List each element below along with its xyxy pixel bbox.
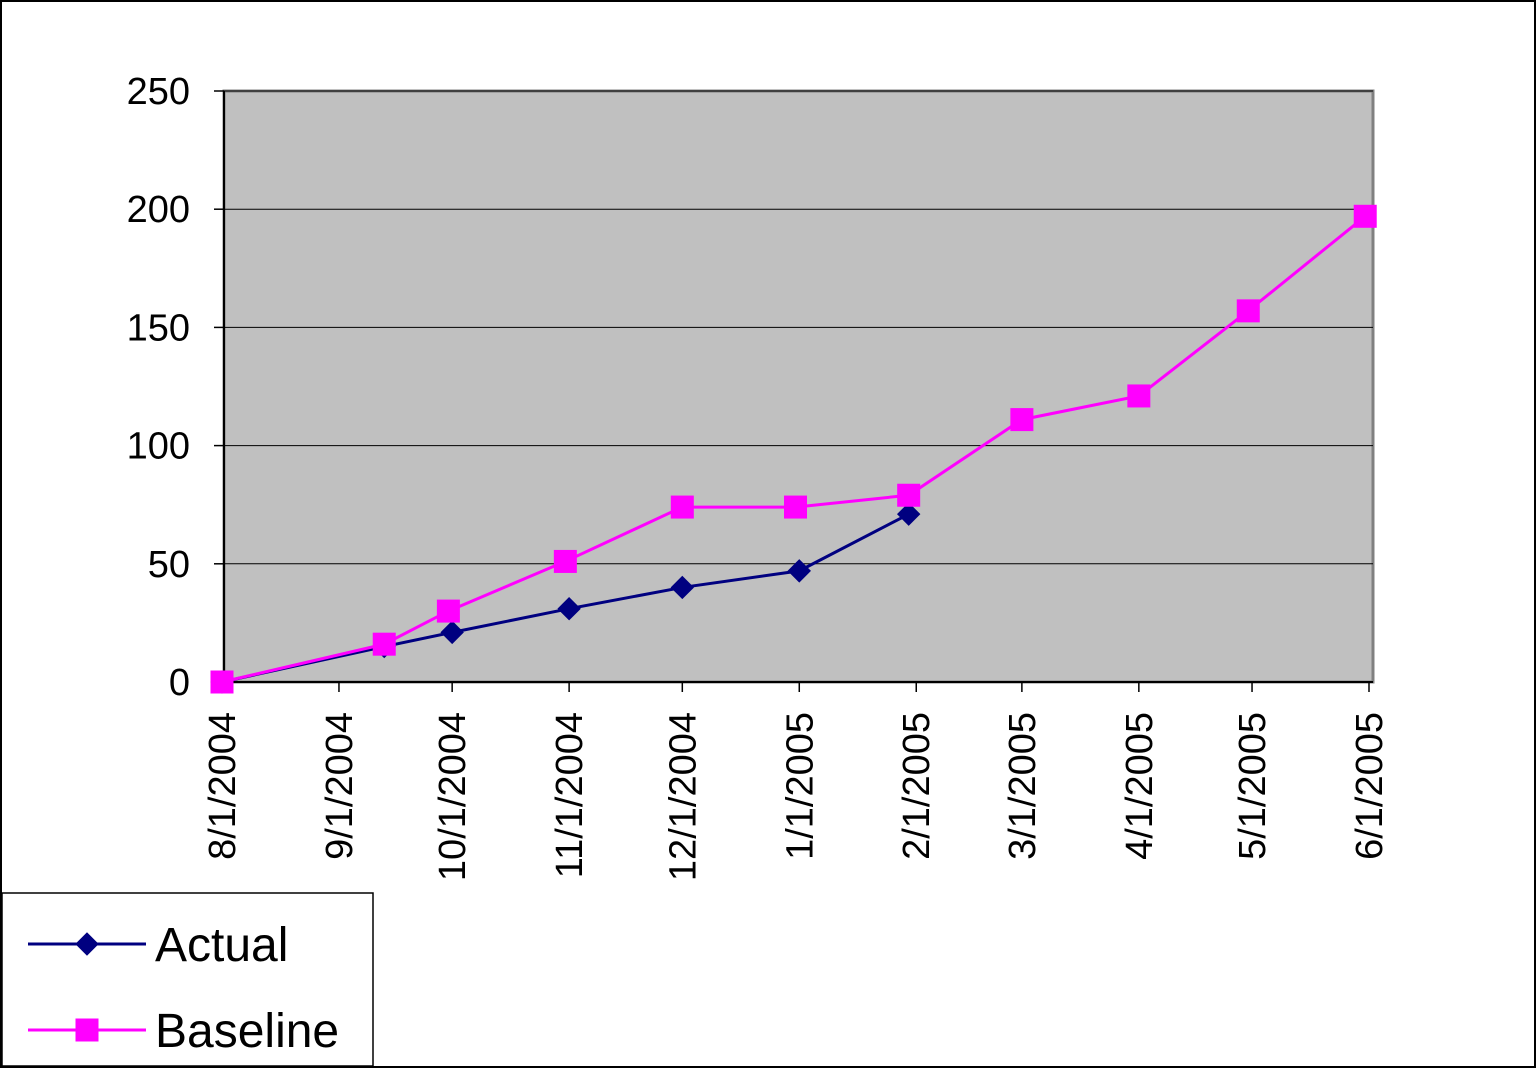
plot-background <box>222 89 1375 684</box>
legend-box <box>1 892 374 1067</box>
legend-label-actual: Actual <box>155 919 288 972</box>
y-tick-label: 100 <box>127 426 190 468</box>
x-tick-label: 6/1/2005 <box>1349 712 1391 860</box>
data-point-baseline <box>553 549 577 573</box>
data-point-baseline <box>372 632 396 656</box>
data-point-actual <box>787 559 811 583</box>
x-tick-label: 8/1/2004 <box>202 712 244 860</box>
x-tick-label: 3/1/2005 <box>1002 712 1044 860</box>
y-tick-label: 250 <box>127 71 190 113</box>
y-tick-label: 50 <box>148 544 190 586</box>
data-point-baseline <box>1127 384 1151 408</box>
legend-label-baseline: Baseline <box>155 1005 339 1058</box>
y-tick-label: 150 <box>127 307 190 349</box>
data-point-baseline <box>1353 204 1377 228</box>
data-point-actual <box>896 502 921 526</box>
x-tick-label: 12/1/2004 <box>662 712 704 881</box>
data-point-baseline <box>784 495 807 519</box>
data-point-baseline <box>1010 408 1034 432</box>
y-tick-label: 200 <box>127 189 190 231</box>
legend-marker-actual <box>75 932 99 956</box>
y-tick-label: 0 <box>169 662 190 704</box>
data-point-baseline <box>210 670 234 694</box>
data-point-baseline <box>436 599 460 623</box>
legend: Actual Baseline <box>1 892 374 1067</box>
x-tick-label: 9/1/2004 <box>319 712 361 860</box>
legend-marker-baseline <box>75 1018 99 1042</box>
data-point-actual <box>440 620 464 645</box>
data-point-actual <box>670 575 695 600</box>
x-tick-label: 1/1/2005 <box>779 712 821 860</box>
data-point-baseline <box>670 495 694 519</box>
x-tick-label: 2/1/2005 <box>896 712 938 860</box>
data-point-baseline <box>897 483 921 507</box>
data-point-actual <box>557 597 581 621</box>
plot-area: 0 50 100 150 200 250 8/1/2004 9/1/2004 10/1/2004… <box>127 71 1391 881</box>
x-tick-label: 5/1/2005 <box>1232 712 1274 860</box>
x-tick-label: 4/1/2005 <box>1119 712 1161 860</box>
data-point-baseline <box>1236 299 1260 323</box>
x-tick-label: 10/1/2004 <box>432 712 474 881</box>
x-tick-label: 11/1/2004 <box>549 712 591 878</box>
